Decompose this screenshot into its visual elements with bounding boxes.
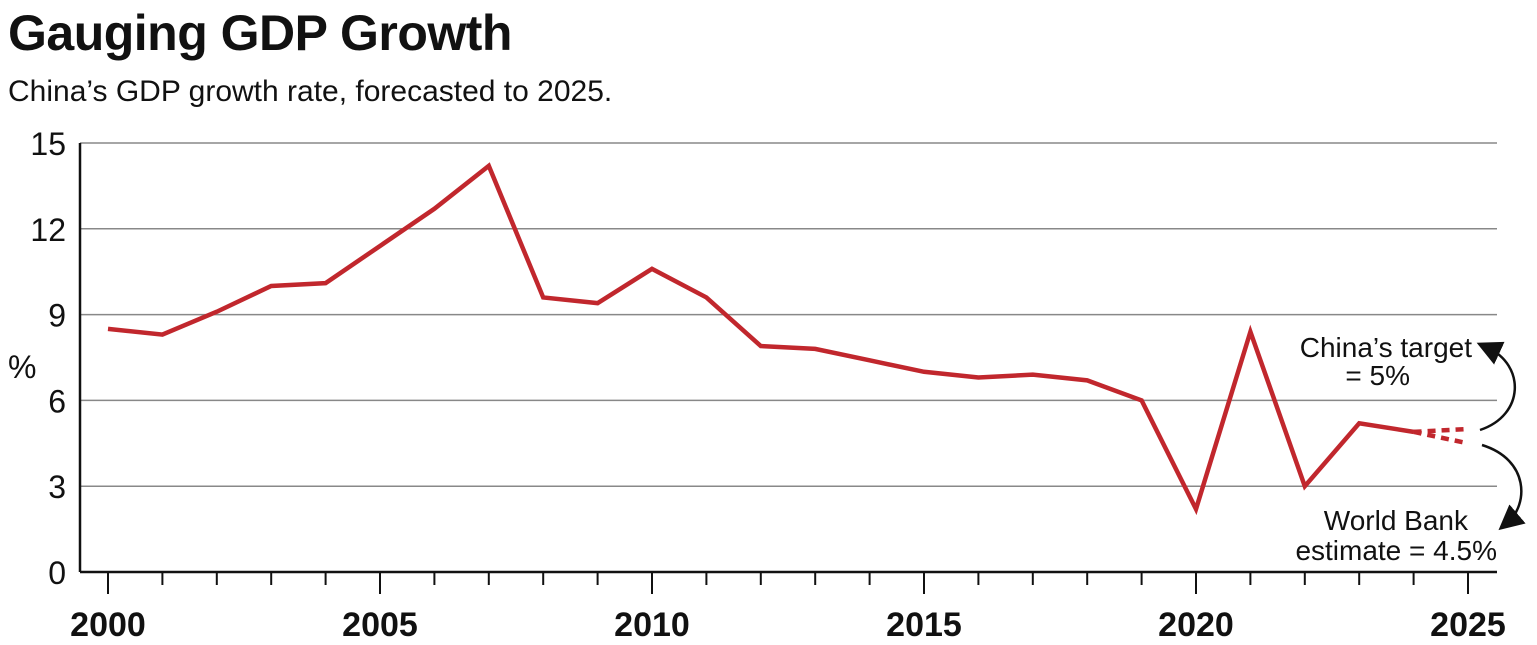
grid-lines <box>80 142 1497 487</box>
chart-subtitle: China’s GDP growth rate, forecasted to 2… <box>8 75 613 108</box>
annotation-worldbank-line1: World Bank <box>1324 505 1469 536</box>
annotation-target-line2: = 5% <box>1345 360 1410 391</box>
x-tick-label: 2015 <box>886 606 962 644</box>
arrow-worldbank <box>1481 443 1526 531</box>
x-tick-label: 2010 <box>614 606 690 644</box>
series-line <box>107 162 1414 516</box>
axes: 0 3 6 9 12 15 2000 2005 2010 2015 2020 2025 <box>30 126 1505 644</box>
y-tick-label: 6 <box>48 383 66 419</box>
x-tick-label: 2025 <box>1430 606 1506 644</box>
chart-title: Gauging GDP Growth <box>8 5 512 61</box>
y-axis-label: % <box>8 349 36 385</box>
x-tick-label: 2005 <box>342 606 418 644</box>
x-tick-label: 2000 <box>70 606 146 644</box>
arrow-target <box>1476 341 1516 432</box>
y-tick-label: 9 <box>48 298 66 334</box>
forecast-line <box>1413 426 1469 435</box>
annotation-target-line1: China’s target <box>1300 332 1472 363</box>
y-tick-label: 15 <box>30 126 66 162</box>
forecast-line <box>1413 429 1469 446</box>
y-tick-label: 0 <box>48 555 66 591</box>
y-tick-label: 12 <box>30 212 66 248</box>
annotation-worldbank-line2: estimate = 4.5% <box>1295 535 1497 566</box>
y-tick-label: 3 <box>48 469 66 505</box>
x-tick-label: 2020 <box>1158 606 1234 644</box>
series-group <box>107 162 1469 516</box>
